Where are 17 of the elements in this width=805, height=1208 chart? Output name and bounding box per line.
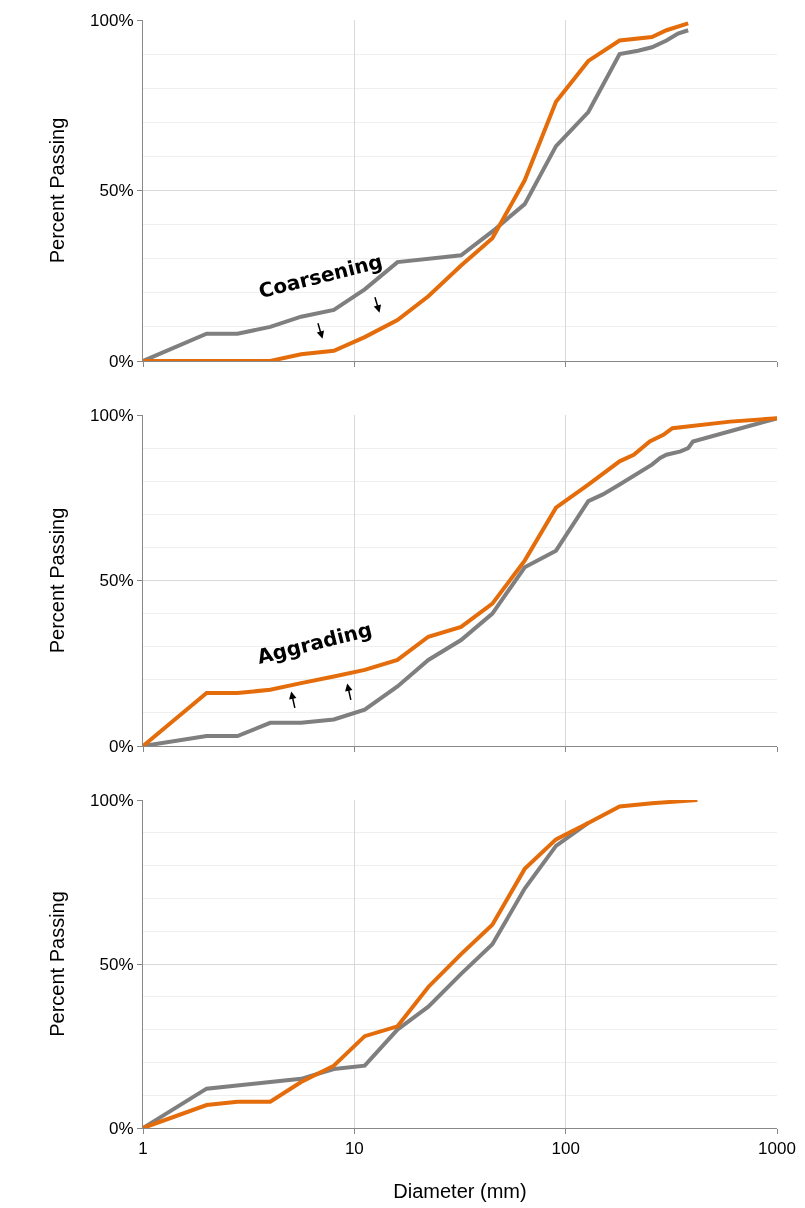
y-tick-label: 100% [90,405,134,425]
x-tick-label: 100 [551,1139,580,1159]
x-tick-label: 10 [344,1139,364,1159]
y-tick-label: 100% [90,10,134,30]
y-tick-label: 50% [99,954,134,974]
y-tick-label: 0% [109,351,134,371]
y-axis-title: Percent Passing [45,507,68,654]
y-tick-label: 50% [99,181,134,201]
y-tick-label: 0% [109,1118,134,1138]
y-tick-label: 100% [90,790,134,810]
x-tick-label: 1 [138,1139,148,1159]
x-axis-title: Diameter (mm) [393,1180,527,1202]
y-tick-label: 50% [99,571,134,591]
x-tick-label: 1000 [758,1139,796,1159]
y-axis-title: Percent Passing [45,891,68,1037]
y-tick-label: 0% [109,736,134,756]
y-axis-title: Percent Passing [45,117,68,264]
